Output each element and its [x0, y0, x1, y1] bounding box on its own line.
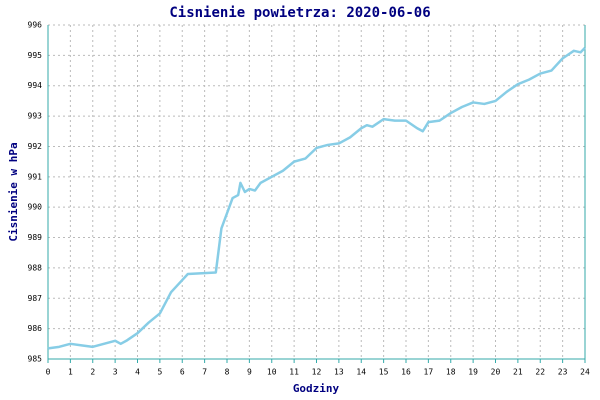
x-tick-label: 10: [267, 368, 277, 377]
x-tick-label: 2: [90, 368, 95, 377]
chart-title: Cisnienie powietrza: 2020-06-06: [169, 5, 430, 21]
x-tick-label: 23: [558, 368, 568, 377]
x-tick-label: 19: [468, 368, 478, 377]
y-tick-label: 986: [28, 324, 43, 333]
x-tick-label: 7: [202, 368, 207, 377]
y-axis-label: Cisnienie w hPa: [7, 142, 20, 241]
data-line: [47, 46, 586, 350]
x-tick-label: 12: [312, 368, 322, 377]
x-tick-label: 6: [180, 368, 185, 377]
x-tick-label: 22: [535, 368, 545, 377]
y-tick-label: 985: [28, 355, 43, 364]
y-tick-label: 987: [28, 294, 43, 303]
x-tick-label: 9: [247, 368, 252, 377]
y-tick-label: 992: [28, 142, 43, 151]
x-tick-label: 13: [334, 368, 344, 377]
y-tick-label: 994: [28, 81, 43, 90]
y-tick-label: 991: [28, 172, 43, 181]
x-tick-label: 11: [289, 368, 299, 377]
x-tick-label: 16: [401, 368, 411, 377]
x-tick-label: 24: [580, 368, 590, 377]
y-tick-label: 988: [28, 263, 43, 272]
x-tick-label: 21: [513, 368, 523, 377]
y-tick-label: 990: [28, 203, 43, 212]
x-tick-label: 20: [491, 368, 501, 377]
y-tick-label: 989: [28, 233, 43, 242]
x-axis-label: Godziny: [293, 382, 340, 395]
x-tick-label: 17: [424, 368, 434, 377]
y-tick-label: 996: [28, 21, 43, 30]
x-tick-label: 0: [46, 368, 51, 377]
x-tick-label: 15: [379, 368, 389, 377]
x-tick-label: 8: [225, 368, 230, 377]
y-tick-label: 993: [28, 112, 43, 121]
x-tick-label: 4: [135, 368, 140, 377]
x-tick-label: 1: [68, 368, 73, 377]
y-tick-label: 995: [28, 51, 43, 60]
x-tick-label: 18: [446, 368, 456, 377]
x-tick-label: 5: [157, 368, 162, 377]
x-tick-label: 3: [113, 368, 118, 377]
x-tick-label: 14: [356, 368, 366, 377]
